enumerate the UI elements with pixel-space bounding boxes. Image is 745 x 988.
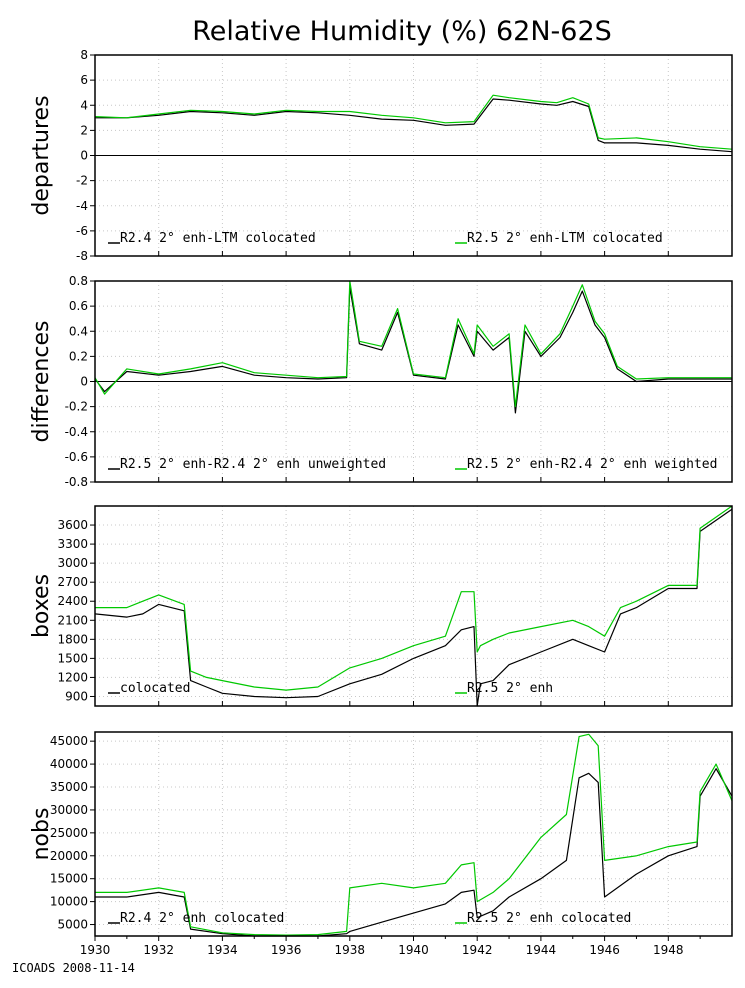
y-tick-label: 0.6	[69, 299, 88, 313]
legend-label: R2.5 2° enh colocated	[467, 911, 631, 926]
y-tick-label: 0	[80, 149, 88, 163]
y-tick-label: 3000	[57, 556, 88, 570]
x-tick-label: 1940	[398, 943, 429, 957]
y-tick-label: 45000	[50, 734, 88, 748]
y-tick-label: 2400	[57, 594, 88, 608]
series-line-nobs-2	[95, 733, 733, 936]
y-tick-label: -0.4	[65, 425, 88, 439]
x-axis: 1930 1932 1934 1936 1938 1940 1942 1944 1946 1948	[80, 936, 701, 957]
y-tick-label: 15000	[50, 872, 88, 886]
y-tick-label: 30000	[50, 803, 88, 817]
y-tick-label: 0.2	[69, 349, 88, 363]
panel-differences: -0.8 -0.6 -0.4 -0.2 0 0.2 0.4 0.6 0.8 differences…	[29, 274, 733, 489]
y-tick-label: 1800	[57, 632, 88, 646]
panel-departures: -8 -6 -4 -2 0 2 4 6 8 departures R2.4 2° enh-LTM c…	[29, 48, 733, 263]
series-line-boxes-1	[94, 508, 733, 707]
x-tick-label: 1934	[207, 943, 238, 957]
y-tick-label: -4	[76, 199, 88, 213]
y-tick-label: 40000	[50, 757, 88, 771]
y-tick-label: 0	[80, 375, 88, 389]
y-tick-label: 10000	[50, 895, 88, 909]
y-tick-label: -0.2	[65, 400, 88, 414]
legend-label: R2.5 2° enh	[467, 681, 553, 696]
y-tick-label: -0.8	[65, 475, 88, 489]
series-line-boxes-2	[95, 505, 733, 691]
y-tick-label: 20000	[50, 849, 88, 863]
x-tick-label: 1946	[589, 943, 620, 957]
legend-label: R2.5 2° enh-R2.4 2° enh weighted	[467, 457, 717, 472]
y-tick-label: 6	[80, 73, 88, 87]
x-tick-label: 1936	[271, 943, 302, 957]
y-tick-label: -2	[76, 174, 88, 188]
x-tick-label: 1938	[335, 943, 366, 957]
legend-label: R2.4 2° enh-LTM colocated	[120, 231, 316, 246]
y-tick-label: 0.8	[69, 274, 88, 288]
y-tick-label: 3600	[57, 518, 88, 532]
legend-label: R2.5 2° enh-R2.4 2° enh unweighted	[120, 457, 386, 472]
chart-title: Relative Humidity (%) 62N-62S	[192, 16, 612, 47]
legend-label: colocated	[120, 681, 190, 696]
legend-label: R2.5 2° enh-LTM colocated	[467, 231, 663, 246]
y-tick-label: 35000	[50, 780, 88, 794]
y-tick-label: 2	[80, 123, 88, 137]
series-line-differences-1	[94, 286, 732, 414]
panel-nobs: 5000 10000 15000 20000 25000 30000 35000 40000 4…	[29, 731, 733, 937]
y-tick-label: -6	[76, 224, 88, 238]
chart-panels: -8 -6 -4 -2 0 2 4 6 8 departures R2.4 2° enh-LTM c…	[29, 48, 733, 937]
legend-label: R2.4 2° enh colocated	[120, 911, 284, 926]
y-axis-label: nobs	[29, 808, 54, 861]
y-tick-label: 1500	[57, 651, 88, 665]
y-axis-label: departures	[29, 95, 54, 215]
y-tick-label: 5000	[57, 918, 88, 932]
panel-boxes: 900 1200 1500 1800 2100 2400 2700 3000 3300 3600 b…	[29, 505, 733, 707]
series-line-differences-2	[94, 280, 732, 408]
y-tick-label: 2100	[57, 613, 88, 627]
y-tick-label: -0.6	[65, 450, 88, 464]
y-tick-label: 1200	[57, 670, 88, 684]
y-axis-label: differences	[29, 321, 54, 443]
y-tick-label: 2700	[57, 575, 88, 589]
y-axis-label: boxes	[29, 574, 54, 638]
panel-frame	[94, 731, 733, 937]
x-tick-label: 1930	[80, 943, 111, 957]
y-tick-label: 0.4	[69, 324, 88, 338]
y-tick-label: -8	[76, 249, 88, 263]
y-tick-label: 4	[80, 98, 88, 112]
footer-source-date: ICOADS 2008-11-14	[12, 961, 135, 975]
series-line-departures-1	[95, 98, 733, 153]
x-tick-label: 1944	[526, 943, 557, 957]
y-tick-label: 25000	[50, 826, 88, 840]
series-line-departures-2	[94, 94, 733, 150]
y-tick-label: 3300	[57, 537, 88, 551]
x-tick-label: 1942	[462, 943, 493, 957]
x-tick-label: 1948	[653, 943, 684, 957]
x-tick-label: 1932	[143, 943, 174, 957]
y-tick-label: 8	[80, 48, 88, 62]
series-line-nobs-1	[95, 768, 733, 937]
y-tick-label: 900	[65, 689, 88, 703]
